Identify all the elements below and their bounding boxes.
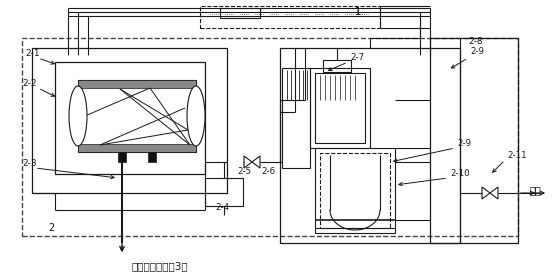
Bar — [55, 62, 205, 174]
Ellipse shape — [187, 86, 205, 146]
Bar — [280, 48, 460, 243]
Text: 2-8: 2-8 — [468, 37, 483, 46]
Bar — [78, 80, 196, 152]
Bar — [315, 73, 365, 143]
Text: 2-2: 2-2 — [22, 79, 37, 88]
Bar — [323, 60, 351, 72]
Text: 2-11: 2-11 — [507, 150, 527, 159]
Bar — [320, 153, 390, 228]
Text: 2-4: 2-4 — [215, 203, 229, 212]
Ellipse shape — [69, 86, 87, 146]
Text: 2-9: 2-9 — [470, 48, 484, 57]
Bar — [200, 6, 380, 28]
Text: 真空: 真空 — [529, 185, 541, 195]
Text: 2-1: 2-1 — [25, 49, 40, 58]
Text: 2-7: 2-7 — [350, 52, 364, 61]
Text: 2: 2 — [48, 223, 54, 233]
Bar — [205, 178, 243, 206]
Bar — [315, 148, 395, 233]
Text: 1: 1 — [355, 7, 361, 17]
Bar — [78, 144, 196, 152]
Bar — [220, 8, 260, 18]
Bar — [430, 38, 518, 243]
Text: 2-3: 2-3 — [22, 159, 37, 168]
Bar — [148, 152, 156, 162]
Text: 2-6: 2-6 — [261, 168, 275, 177]
Text: 2-5: 2-5 — [237, 168, 251, 177]
Bar — [282, 68, 310, 168]
Bar — [78, 80, 196, 88]
Bar — [32, 48, 227, 193]
Text: 2-9: 2-9 — [457, 138, 471, 147]
Text: 2-10: 2-10 — [450, 168, 470, 177]
Text: 1: 1 — [355, 7, 361, 17]
Bar — [22, 38, 518, 236]
Bar — [118, 152, 126, 162]
Bar — [310, 68, 370, 148]
Text: 水冰提取装置（3）: 水冰提取装置（3） — [132, 261, 188, 271]
